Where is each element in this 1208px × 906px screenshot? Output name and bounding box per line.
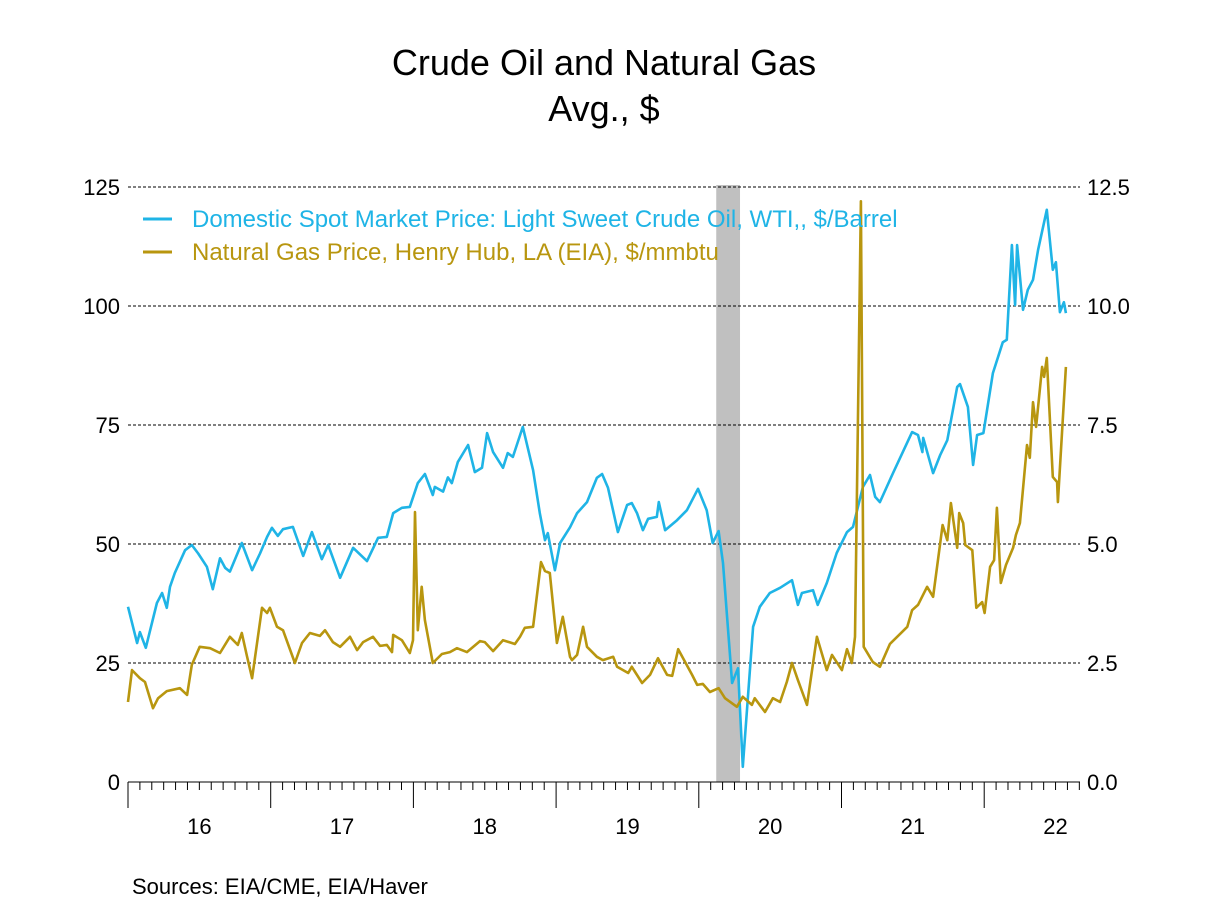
left-axis-tick-label: 0: [108, 770, 120, 795]
chart-title: Crude Oil and Natural Gas: [391, 42, 817, 83]
right-axis-tick-label: 0.0: [1087, 770, 1118, 795]
left-axis-tick-label: 50: [96, 532, 120, 557]
chart-subtitle: Avg., $: [548, 88, 660, 129]
right-axis-tick-label: 10.0: [1087, 294, 1130, 319]
left-axis-tick-label: 75: [96, 413, 120, 438]
x-axis-tick-label: 20: [758, 814, 782, 839]
left-axis-tick-label: 25: [96, 651, 120, 676]
source-note: Sources: EIA/CME, EIA/Haver: [132, 874, 428, 899]
recession-shading: [716, 185, 741, 782]
right-axis-tick-label: 7.5: [1087, 413, 1118, 438]
right-axis-tick-label: 2.5: [1087, 651, 1118, 676]
legend-label-oil: Domestic Spot Market Price: Light Sweet …: [192, 206, 898, 233]
x-axis-tick-label: 21: [901, 814, 925, 839]
series-line-crude-oil: [126, 208, 1068, 769]
left-axis-tick-label: 100: [83, 294, 120, 319]
x-axis-tick-label: 17: [330, 814, 354, 839]
x-axis-tick-label: 19: [615, 814, 639, 839]
series-line-natural-gas: [126, 200, 1068, 714]
x-axis-tick-label: 16: [187, 814, 211, 839]
x-axis-tick-label: 22: [1043, 814, 1067, 839]
right-axis-tick-label: 12.5: [1087, 175, 1130, 200]
right-axis-tick-label: 5.0: [1087, 532, 1118, 557]
x-axis-tick-label: 18: [473, 814, 497, 839]
left-axis-tick-label: 125: [83, 175, 120, 200]
legend-label-gas: Natural Gas Price, Henry Hub, LA (EIA), …: [192, 239, 719, 266]
